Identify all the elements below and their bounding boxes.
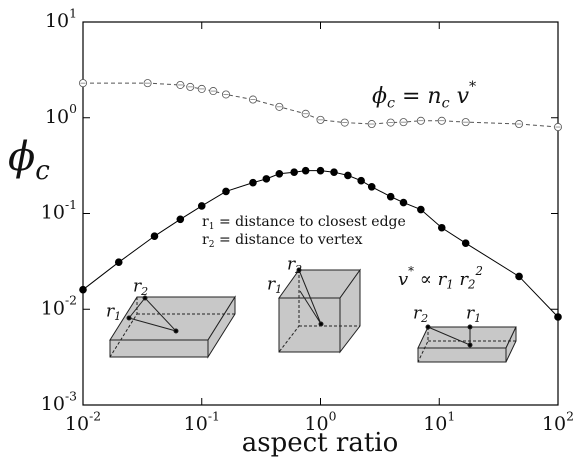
chart: ϕc​ = nc​ v*​ r1​ = distance to closest … [0,0,574,460]
data-point [250,179,257,186]
data-point [317,167,324,174]
data-point [223,188,230,195]
diagram-label: r2​ [287,255,302,277]
y-tick-label: 10-1​ [41,197,77,223]
data-point [358,177,365,184]
data-point [516,273,523,280]
diagram-label: r2​ [413,304,428,326]
annotation: v*​ ∝ r1​ r2​2​ [398,264,483,292]
data-point [151,233,158,240]
data-point [291,169,298,176]
annotation: ϕc​ = nc​ v*​ [372,79,476,112]
y-tick-label: 10-3​ [41,389,77,415]
data-point [80,286,87,293]
data-point [177,216,184,223]
data-point [344,172,351,179]
data-point [438,224,445,231]
y-axis-label: ϕc​ [8,134,50,186]
x-tick-label: 10-2​ [65,409,101,435]
data-point [387,193,394,200]
data-point [302,167,309,174]
diagram-label: r1​ [267,275,282,297]
y-tick-label: 100​ [45,102,77,128]
diagram-label: r1​ [466,304,481,326]
diagram-label: r2​ [133,277,148,299]
data-point [368,183,375,190]
x-tick-label: 101​ [423,409,455,435]
data-point [198,203,205,210]
annotation: r1​ = distance to closest edge [202,214,406,232]
y-tick-label: 10-2​ [41,293,77,319]
data-point [417,206,424,213]
annotation: r2​ = distance to vertex [202,232,363,250]
y-tick-label: 101​ [45,6,77,32]
data-point [555,314,562,321]
data-point [331,169,338,176]
x-tick-label: 102​ [542,409,574,435]
data-point [400,199,407,206]
x-tick-label: 10-1​ [184,409,220,435]
data-point [276,170,283,177]
data-point [462,240,469,247]
data-point [263,175,270,182]
data-point [115,259,122,266]
diagram-label: r1​ [106,302,121,324]
